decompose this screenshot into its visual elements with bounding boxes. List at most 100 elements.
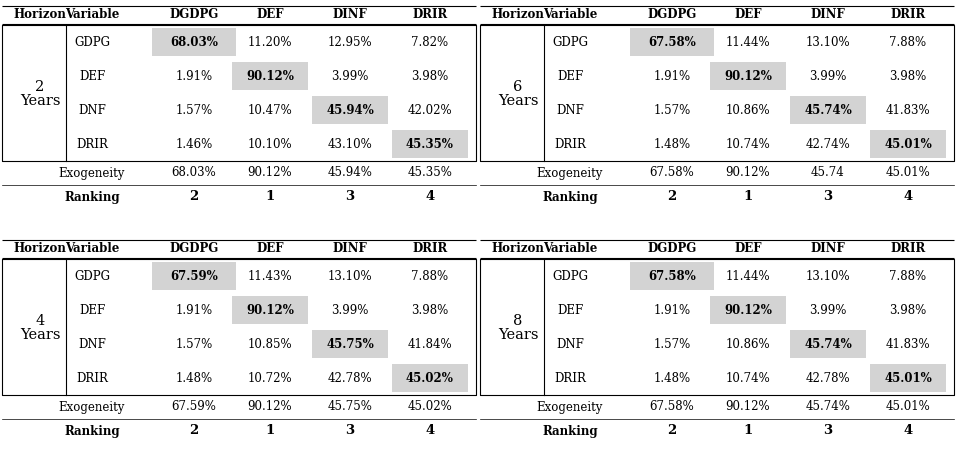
Bar <box>152 262 236 290</box>
Text: 7.88%: 7.88% <box>889 36 926 49</box>
Text: 13.10%: 13.10% <box>328 270 372 283</box>
Text: Exogeneity: Exogeneity <box>59 167 125 180</box>
Text: DINF: DINF <box>333 242 367 256</box>
Bar <box>232 296 308 324</box>
Text: 1.48%: 1.48% <box>654 372 690 385</box>
Text: 6: 6 <box>513 80 523 94</box>
Text: 67.58%: 67.58% <box>650 167 694 180</box>
Text: Exogeneity: Exogeneity <box>537 401 603 414</box>
Text: 4: 4 <box>425 424 435 438</box>
Text: 12.95%: 12.95% <box>328 36 372 49</box>
Text: 45.94%: 45.94% <box>328 167 373 180</box>
Text: DEF: DEF <box>557 304 583 316</box>
Text: 3.98%: 3.98% <box>889 304 926 316</box>
Text: 42.78%: 42.78% <box>806 372 850 385</box>
Text: 2: 2 <box>35 80 45 94</box>
Text: 3.98%: 3.98% <box>411 304 448 316</box>
Text: DGDPG: DGDPG <box>169 8 219 22</box>
Text: 90.12%: 90.12% <box>726 401 771 414</box>
Text: 42.02%: 42.02% <box>407 103 452 117</box>
Text: 1.48%: 1.48% <box>654 138 690 151</box>
Text: DINF: DINF <box>811 8 845 22</box>
Bar <box>312 96 388 124</box>
Text: 3: 3 <box>823 190 833 204</box>
Text: GDPG: GDPG <box>74 270 110 283</box>
Text: 67.59%: 67.59% <box>171 401 216 414</box>
Text: Years: Years <box>20 328 60 342</box>
Text: Variable: Variable <box>65 242 120 256</box>
Text: GDPG: GDPG <box>552 36 588 49</box>
Text: DRIR: DRIR <box>412 242 447 256</box>
Bar <box>790 96 866 124</box>
Text: Horizon: Horizon <box>491 242 544 256</box>
Bar <box>152 28 236 56</box>
Text: DINF: DINF <box>811 242 845 256</box>
Text: 8: 8 <box>513 314 523 328</box>
Text: 4: 4 <box>903 190 913 204</box>
Text: Years: Years <box>498 328 538 342</box>
Text: 1.46%: 1.46% <box>175 138 212 151</box>
Text: 45.75%: 45.75% <box>328 401 373 414</box>
Text: 45.74%: 45.74% <box>806 401 851 414</box>
Text: 10.86%: 10.86% <box>726 337 771 351</box>
Text: 3: 3 <box>345 424 355 438</box>
Text: 1.57%: 1.57% <box>653 337 690 351</box>
Text: Ranking: Ranking <box>64 424 120 438</box>
Text: 1.57%: 1.57% <box>175 337 212 351</box>
Text: 45.94%: 45.94% <box>326 103 374 117</box>
Text: 90.12%: 90.12% <box>246 70 293 82</box>
Text: 42.78%: 42.78% <box>328 372 372 385</box>
Text: Variable: Variable <box>65 8 120 22</box>
Text: 1: 1 <box>744 424 752 438</box>
Text: 11.44%: 11.44% <box>726 270 771 283</box>
Text: DNF: DNF <box>556 103 584 117</box>
Text: 41.83%: 41.83% <box>885 103 930 117</box>
Text: DEF: DEF <box>557 70 583 82</box>
Text: 1.48%: 1.48% <box>176 372 212 385</box>
Bar <box>392 130 468 158</box>
Text: 45.74%: 45.74% <box>804 337 852 351</box>
Text: DEF: DEF <box>734 242 762 256</box>
Text: 67.59%: 67.59% <box>170 270 218 283</box>
Text: 13.10%: 13.10% <box>806 270 850 283</box>
Text: 3.98%: 3.98% <box>889 70 926 82</box>
Text: DRIR: DRIR <box>412 8 447 22</box>
Text: 67.58%: 67.58% <box>648 36 696 49</box>
Text: 43.10%: 43.10% <box>328 138 373 151</box>
Text: 45.35%: 45.35% <box>407 167 452 180</box>
Text: 10.74%: 10.74% <box>726 138 771 151</box>
Text: DGDPG: DGDPG <box>169 242 219 256</box>
Text: 90.12%: 90.12% <box>248 167 293 180</box>
Bar <box>392 364 468 392</box>
Text: DNF: DNF <box>78 103 106 117</box>
Text: 68.03%: 68.03% <box>172 167 216 180</box>
Text: GDPG: GDPG <box>552 270 588 283</box>
Text: DINF: DINF <box>333 8 367 22</box>
Text: Exogeneity: Exogeneity <box>59 401 125 414</box>
Text: 11.20%: 11.20% <box>248 36 293 49</box>
Text: 7.88%: 7.88% <box>889 270 926 283</box>
Text: 45.01%: 45.01% <box>884 138 932 151</box>
Text: 7.88%: 7.88% <box>411 270 448 283</box>
Text: 45.01%: 45.01% <box>884 372 932 385</box>
Text: DRIR: DRIR <box>890 242 925 256</box>
Text: 4: 4 <box>35 314 45 328</box>
Text: 1.57%: 1.57% <box>653 103 690 117</box>
Text: 3.98%: 3.98% <box>411 70 448 82</box>
Text: 45.74%: 45.74% <box>804 103 852 117</box>
Bar <box>232 62 308 90</box>
Text: 1.91%: 1.91% <box>654 304 690 316</box>
Bar <box>710 296 786 324</box>
Text: 1: 1 <box>266 190 274 204</box>
Text: 1.91%: 1.91% <box>176 304 212 316</box>
Text: 3.99%: 3.99% <box>810 70 847 82</box>
Text: 10.74%: 10.74% <box>726 372 771 385</box>
Text: DRIR: DRIR <box>890 8 925 22</box>
Text: DGDPG: DGDPG <box>647 242 697 256</box>
Bar <box>630 262 714 290</box>
Text: 2: 2 <box>189 424 199 438</box>
Text: 10.72%: 10.72% <box>248 372 293 385</box>
Bar <box>870 364 946 392</box>
Text: 4: 4 <box>903 424 913 438</box>
Text: DEF: DEF <box>256 242 284 256</box>
